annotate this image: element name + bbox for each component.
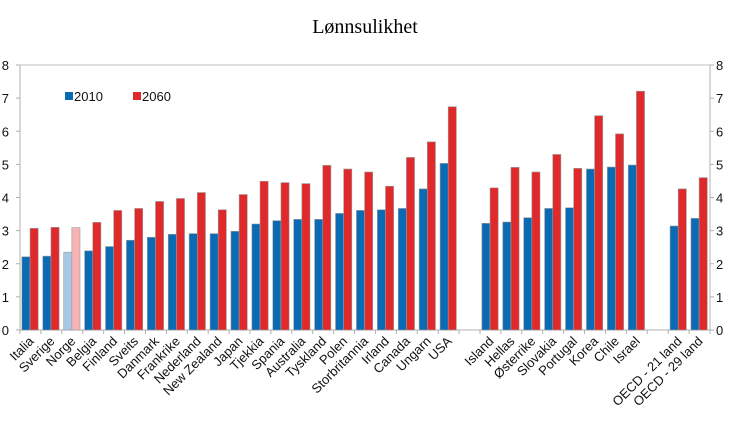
bar-2060-chile <box>615 133 624 331</box>
bar-2010-irland <box>377 209 386 331</box>
bar-2060-irland <box>385 185 394 331</box>
bar-2060-oecd-29-land <box>698 177 708 331</box>
bar-2010-frankrike <box>167 233 177 331</box>
legend: 2010 2060 <box>65 89 171 104</box>
bar-2010-usa <box>439 163 449 331</box>
bar-2010-ungarn <box>418 188 428 331</box>
bar-2060-usa <box>447 106 457 331</box>
bar-2060-nederland <box>197 192 206 331</box>
y-tick-label-left: 1 <box>2 290 9 305</box>
bar-2060-norge <box>71 227 81 331</box>
y-tick-label-left: 8 <box>2 58 9 73</box>
bar-2010-spania <box>272 220 282 331</box>
y-tick-label-left: 2 <box>2 257 9 272</box>
y-tick-label-right: 3 <box>716 224 723 239</box>
y-tick-label-right: 4 <box>716 191 723 206</box>
x-tick-label: USA <box>425 333 455 363</box>
y-tick-label-right: 6 <box>716 124 723 139</box>
y-tick-label-left: 3 <box>2 224 9 239</box>
chart-title: Lønnsulikhet <box>312 16 418 38</box>
bar-2010-belgia <box>84 250 94 331</box>
bar-2010-norge <box>63 251 73 331</box>
bar-2060-tyskland <box>322 165 332 331</box>
bar-2010-østerrike <box>523 217 533 331</box>
bar-2010-new-zealand <box>209 233 219 331</box>
bar-2010-israel <box>627 164 637 331</box>
legend-label-2010: 2010 <box>74 89 103 104</box>
bar-2060-frankrike <box>176 198 185 331</box>
y-tick-label-left: 4 <box>2 191 9 206</box>
bar-2010-nederland <box>188 233 198 331</box>
y-tick-label-left: 7 <box>2 91 9 106</box>
bar-2060-østerrike <box>531 171 541 331</box>
bar-2060-finland <box>113 210 123 331</box>
bar-2010-sverige <box>42 255 52 331</box>
bar-2060-portugal <box>573 168 583 331</box>
bar-2010-island <box>481 223 491 331</box>
y-tick-label-right: 2 <box>716 257 723 272</box>
bar-2060-island <box>489 187 499 331</box>
bar-2010-finland <box>105 246 114 331</box>
bar-2060-danmark <box>155 201 164 331</box>
y-axis-right-ticks: 0 1 2 3 4 5 6 7 8 <box>716 58 723 338</box>
bar-2010-chile <box>607 166 616 331</box>
bar-2060-spania <box>280 182 290 331</box>
bar-2010-tjekkia <box>251 223 261 331</box>
y-tick-label-left: 6 <box>2 124 9 139</box>
legend-swatch-2060 <box>133 92 141 100</box>
y-tick-label-left: 0 <box>2 323 9 338</box>
bar-2010-danmark <box>147 236 156 331</box>
y-tick-label-right: 8 <box>716 58 723 73</box>
bar-2060-canada <box>406 157 415 331</box>
bar-2010-hellas <box>502 221 512 331</box>
bar-2060-tjekkia <box>259 180 269 331</box>
y-tick-label-right: 0 <box>716 323 723 338</box>
bar-2060-italia <box>29 228 39 331</box>
bars <box>21 90 708 331</box>
bar-2010-slovakia <box>544 208 554 331</box>
bar-2010-polen <box>335 213 344 331</box>
bar-2060-korea <box>594 115 604 331</box>
bar-2060-polen <box>343 168 353 331</box>
bar-2010-oecd-21-land <box>669 225 679 331</box>
bar-2060-sverige <box>50 227 60 331</box>
bar-2010-sveits <box>126 239 135 331</box>
bar-2060-oecd-21-land <box>677 188 687 331</box>
bar-2010-oecd-29-land <box>690 218 700 331</box>
bar-2010-korea <box>586 168 595 331</box>
bar-2010-portugal <box>565 207 574 331</box>
legend-swatch-2010 <box>65 92 73 100</box>
bar-2060-ungarn <box>427 141 436 331</box>
bar-2010-tyskland <box>314 219 324 331</box>
x-axis-labels: ItaliaSverigeNorgeBelgiaFinlandSveitsDan… <box>7 333 706 409</box>
y-tick-label-right: 1 <box>716 290 723 305</box>
bar-2060-storbritannia <box>364 171 374 331</box>
bar-2060-sveits <box>134 208 144 331</box>
y-tick-label-right: 5 <box>716 157 723 172</box>
bar-2060-hellas <box>510 167 520 331</box>
bar-2060-belgia <box>92 222 102 331</box>
bar-2010-canada <box>397 208 407 331</box>
bar-2060-japan <box>238 194 248 331</box>
bar-2010-italia <box>21 256 31 331</box>
bar-2060-israel <box>636 90 645 331</box>
bar-2060-slovakia <box>552 154 562 331</box>
bar-2010-storbritannia <box>356 210 365 331</box>
bar-2010-australia <box>293 219 303 331</box>
y-tick-label-right: 7 <box>716 91 723 106</box>
bar-2060-australia <box>301 183 311 331</box>
bar-2060-new-zealand <box>217 209 227 331</box>
legend-label-2060: 2060 <box>142 89 171 104</box>
bar-2010-japan <box>230 230 240 331</box>
y-tick-label-left: 5 <box>2 157 9 172</box>
y-axis-left-ticks: 0 1 2 3 4 5 6 7 8 <box>2 58 9 338</box>
